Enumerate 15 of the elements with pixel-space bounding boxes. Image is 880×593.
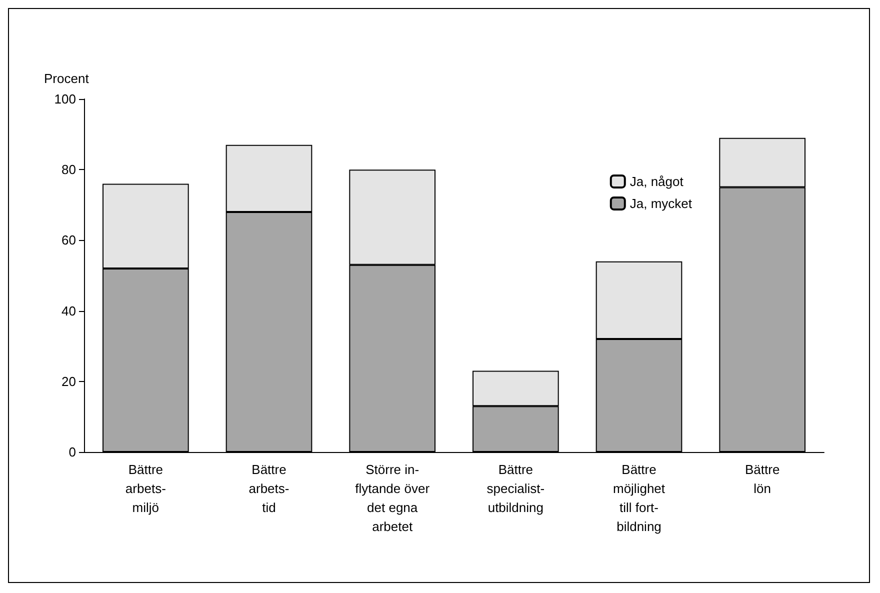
x-tick-label: Större in- flytande över det egna arbetet [355, 462, 430, 534]
y-tick-label: 0 [68, 444, 76, 460]
y-axis-title: Procent [44, 71, 90, 86]
x-tick-label: Bättre arbets- miljö [125, 462, 166, 515]
x-tick-label: Bättre möjlighet till fort- bildning [612, 462, 666, 534]
x-tick-label: Bättre lön [744, 462, 780, 496]
x-tick-label: Bättre arbets- tid [248, 462, 290, 515]
legend-label: Ja, något [630, 174, 684, 189]
legend-label: Ja, mycket [630, 196, 692, 211]
y-tick-label: 100 [54, 92, 76, 106]
y-tick-label: 80 [62, 162, 76, 178]
y-tick-label: 60 [62, 232, 76, 248]
y-tick-label: 20 [62, 374, 76, 389]
y-tick-label: 40 [62, 303, 76, 318]
x-tick-label: Bättre specialist- utbildning [486, 462, 545, 515]
